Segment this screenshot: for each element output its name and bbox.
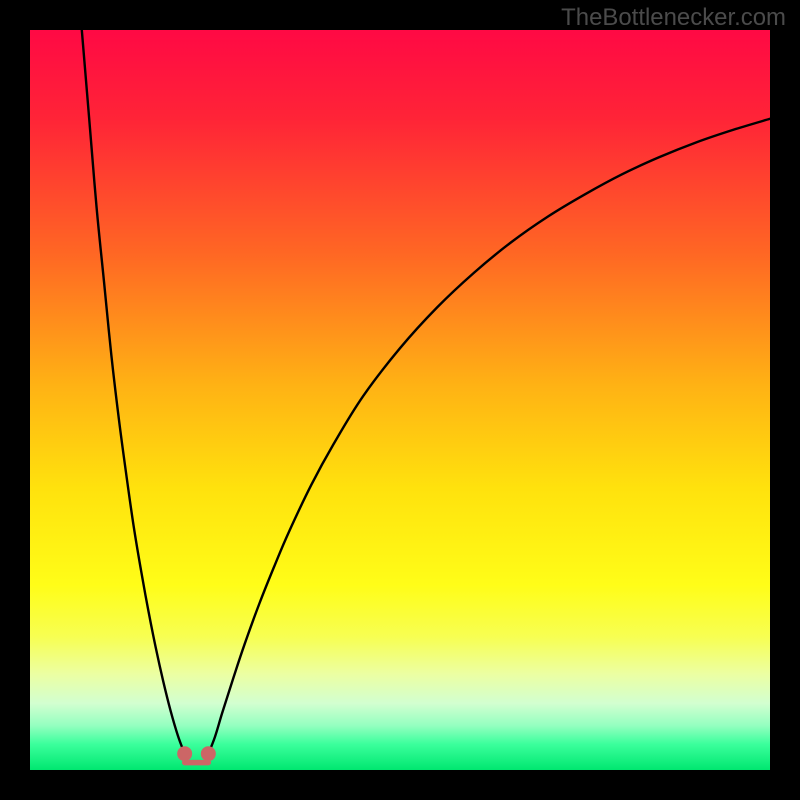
curve-layer: [30, 30, 770, 770]
bottleneck-curve-right: [208, 119, 770, 754]
marker-left: [177, 746, 192, 761]
marker-right: [201, 746, 216, 761]
plot-area: [30, 30, 770, 770]
watermark-text: TheBottlenecker.com: [561, 4, 786, 32]
chart-container: TheBottlenecker.com: [0, 0, 800, 800]
bottleneck-curve-left: [82, 30, 185, 754]
